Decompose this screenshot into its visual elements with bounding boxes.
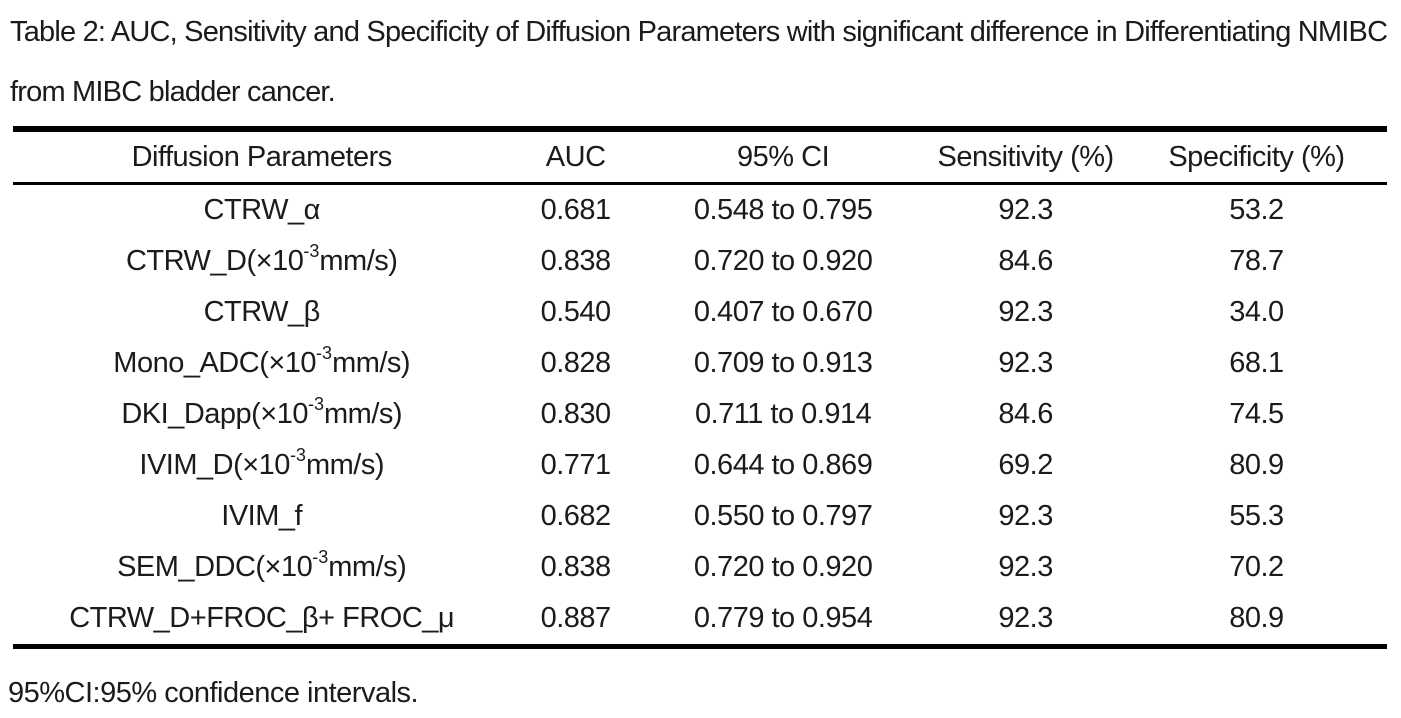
ci-cell: 0.550 to 0.797: [693, 500, 873, 532]
footnote: 95%CI:95% confidence intervals.: [8, 677, 419, 709]
ci-cell: 0.407 to 0.670: [693, 296, 873, 328]
ci-cell: 0.548 to 0.795: [693, 194, 873, 226]
auc-cell: 0.830: [540, 398, 612, 430]
sensitivity-cell: 84.6: [998, 398, 1053, 430]
table-row: Mono_ADC(×10-3mm/s) 0.828 0.709 to 0.913 92…: [13, 338, 1387, 389]
column-header-auc: AUC: [510, 129, 641, 185]
table-row: IVIM_f 0.682 0.550 to 0.797 92.3 55.3: [13, 491, 1387, 542]
table-row: CTRW_D(×10-3mm/s) 0.838 0.720 to 0.920 84.6…: [13, 236, 1387, 287]
auc-cell: 0.828: [540, 347, 612, 379]
auc-cell: 0.540: [540, 296, 612, 328]
superscript-minus-3: -3: [303, 241, 320, 262]
sensitivity-cell: 92.3: [998, 296, 1053, 328]
auc-cell: 0.838: [540, 245, 612, 277]
sensitivity-cell: 92.3: [998, 194, 1053, 226]
ci-cell: 0.720 to 0.920: [693, 245, 873, 277]
column-header-sensitivity: Sensitivity (%): [925, 129, 1126, 185]
table-row: CTRW_D+FROC_β+ FROC_μ 0.887 0.779 to 0.954…: [13, 593, 1387, 647]
sensitivity-cell: 92.3: [998, 347, 1053, 379]
specificity-cell: 80.9: [1229, 602, 1284, 634]
param-cell: IVIM_f: [221, 500, 303, 532]
auc-cell: 0.771: [540, 449, 612, 481]
auc-cell: 0.887: [540, 602, 612, 634]
ci-cell: 0.779 to 0.954: [693, 602, 873, 634]
sensitivity-cell: 84.6: [998, 245, 1053, 277]
ci-cell: 0.720 to 0.920: [693, 551, 873, 583]
param-cell: CTRW_β: [203, 296, 321, 328]
param-cell: SEM_DDC(×10-3mm/s): [117, 547, 407, 583]
header-row: Diffusion Parameters AUC 95% CI Sensitiv…: [13, 129, 1387, 185]
column-header-95ci: 95% CI: [640, 129, 926, 185]
param-cell: IVIM_D(×10-3mm/s): [139, 445, 384, 481]
ci-cell: 0.711 to 0.914: [694, 398, 872, 430]
specificity-cell: 53.2: [1229, 194, 1284, 226]
results-table: Diffusion Parameters AUC 95% CI Sensitiv…: [13, 126, 1387, 649]
table-header: Diffusion Parameters AUC 95% CI Sensitiv…: [13, 129, 1387, 185]
specificity-cell: 68.1: [1229, 347, 1284, 379]
specificity-cell: 78.7: [1229, 245, 1284, 277]
table-row: CTRW_β 0.540 0.407 to 0.670 92.3 34.0: [13, 287, 1387, 338]
column-header-diffusion-parameters: Diffusion Parameters: [13, 129, 511, 185]
param-cell: CTRW_α: [203, 194, 321, 226]
ci-cell: 0.709 to 0.913: [693, 347, 873, 379]
table-caption: Table 2: AUC, Sensitivity and Specificit…: [10, 16, 1388, 108]
param-cell: CTRW_D(×10-3mm/s): [125, 241, 398, 277]
sensitivity-cell: 92.3: [998, 500, 1053, 532]
auc-cell: 0.682: [540, 500, 612, 532]
ci-cell: 0.644 to 0.869: [693, 449, 873, 481]
specificity-cell: 34.0: [1229, 296, 1284, 328]
specificity-cell: 74.5: [1229, 398, 1284, 430]
auc-cell: 0.681: [540, 194, 612, 226]
table-row: CTRW_α 0.681 0.548 to 0.795 92.3 53.2: [13, 184, 1387, 237]
specificity-cell: 55.3: [1229, 500, 1284, 532]
superscript-minus-3: -3: [312, 547, 329, 568]
sensitivity-cell: 92.3: [998, 551, 1053, 583]
table-row: IVIM_D(×10-3mm/s) 0.771 0.644 to 0.869 69.2…: [13, 440, 1387, 491]
superscript-minus-3: -3: [308, 394, 325, 415]
param-cell: CTRW_D+FROC_β+ FROC_μ: [69, 602, 455, 634]
specificity-cell: 80.9: [1229, 449, 1284, 481]
param-cell: Mono_ADC(×10-3mm/s): [113, 343, 411, 379]
column-header-specificity: Specificity (%): [1125, 129, 1387, 185]
sensitivity-cell: 92.3: [998, 602, 1053, 634]
param-cell: DKI_Dapp(×10-3mm/s): [121, 394, 403, 430]
superscript-minus-3: -3: [289, 445, 306, 466]
table-body: CTRW_α 0.681 0.548 to 0.795 92.3 53.2 CTRW_D(…: [13, 184, 1387, 647]
sensitivity-cell: 69.2: [998, 449, 1053, 481]
superscript-minus-3: -3: [316, 343, 333, 364]
table-row: SEM_DDC(×10-3mm/s) 0.838 0.720 to 0.920 92.…: [13, 542, 1387, 593]
specificity-cell: 70.2: [1229, 551, 1284, 583]
auc-cell: 0.838: [540, 551, 612, 583]
table-row: DKI_Dapp(×10-3mm/s) 0.830 0.711 to 0.914 84…: [13, 389, 1387, 440]
